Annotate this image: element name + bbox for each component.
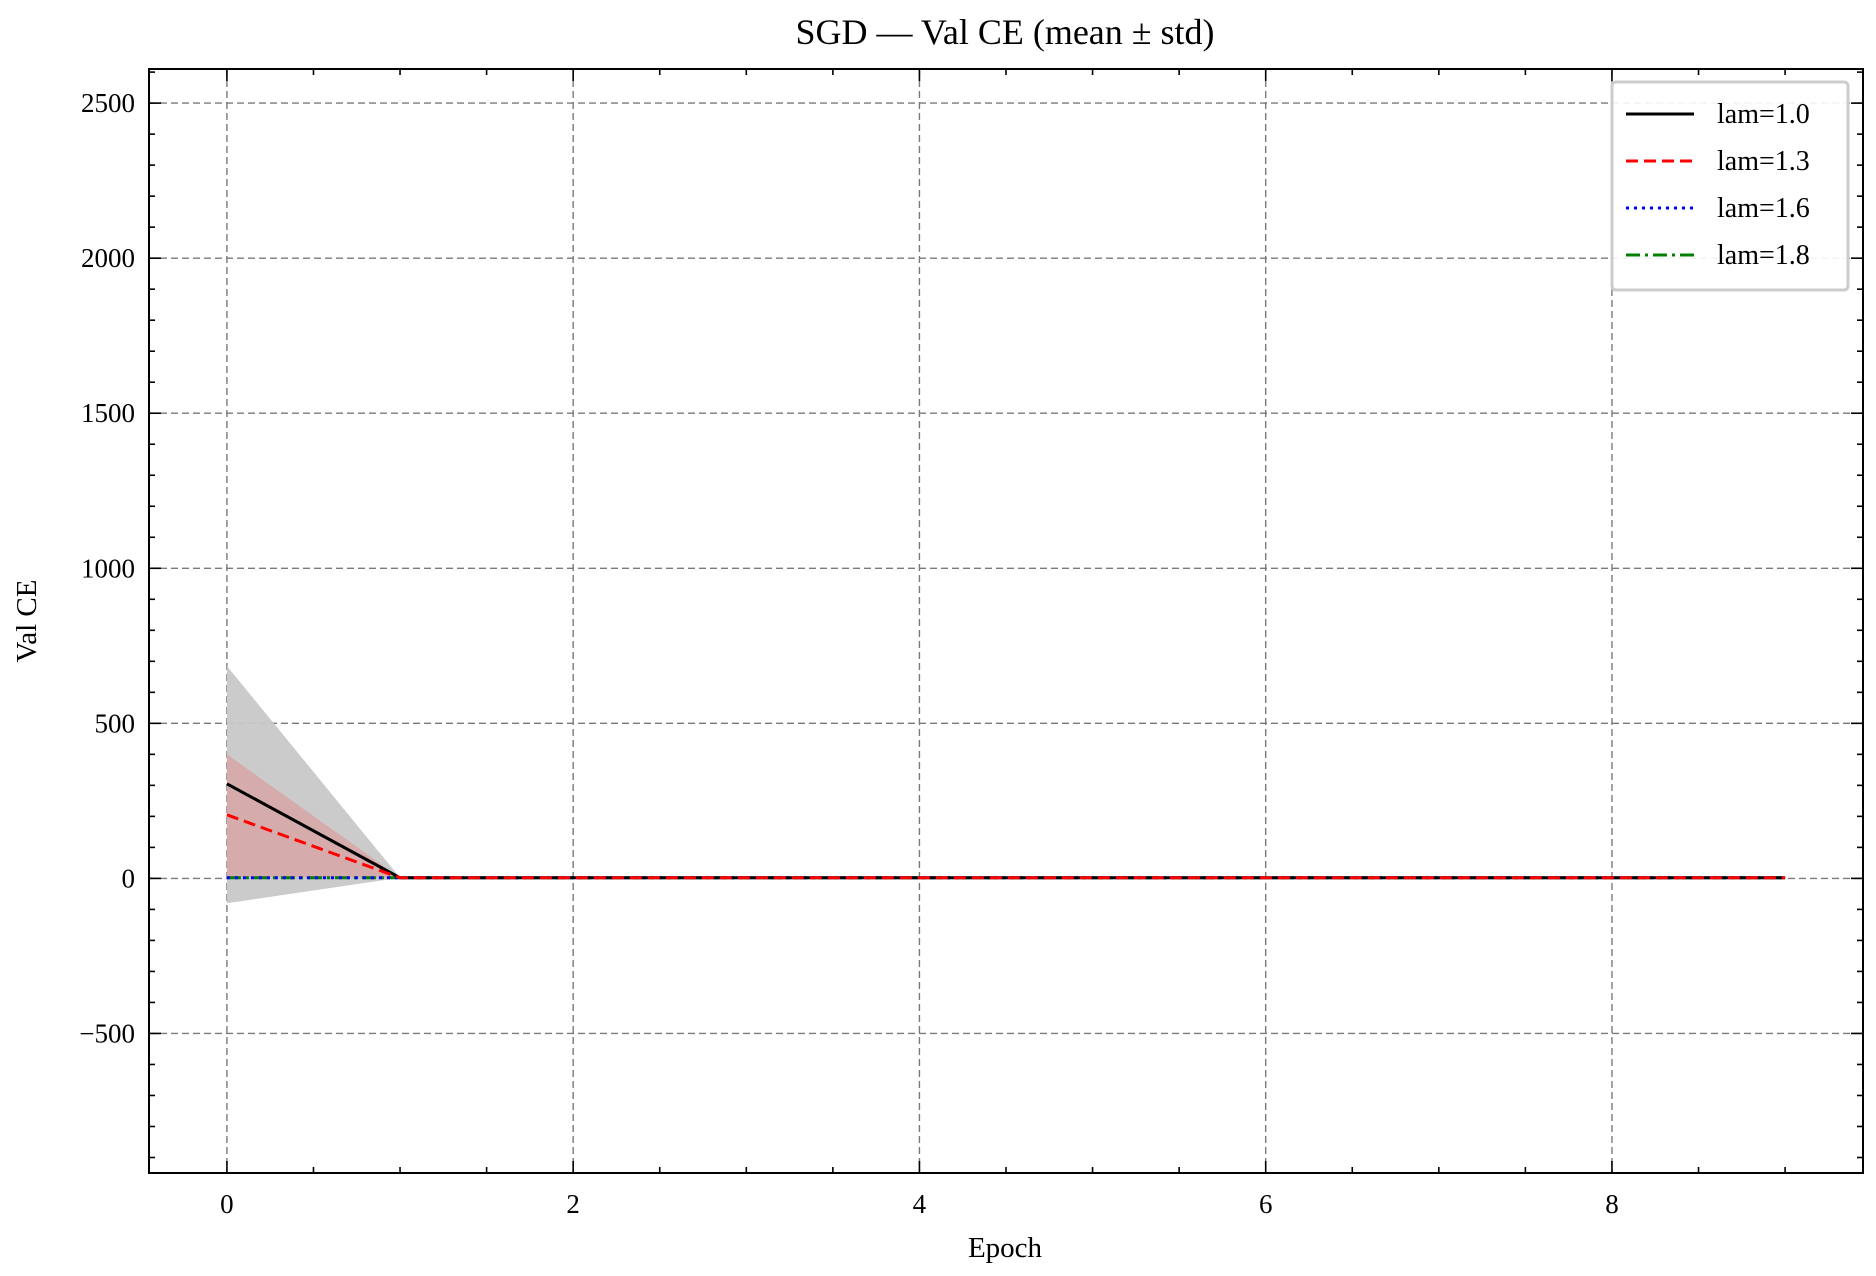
y-tick-label: 2500 — [81, 88, 135, 118]
plot-frame — [148, 68, 1864, 1174]
std-band-lam-1-3 — [226, 754, 1786, 878]
y-axis-label: Val CE — [11, 580, 43, 663]
legend-label: lam=1.6 — [1717, 193, 1810, 224]
series-lines — [226, 782, 1786, 880]
x-axis-label: Epoch — [968, 1232, 1043, 1264]
x-tick-label: 0 — [220, 1189, 234, 1219]
legend: lam=1.0 lam=1.3 lam=1.6 lam=1.8 — [1610, 80, 1850, 292]
y-tick-label: 2000 — [81, 243, 135, 273]
y-tick-label: 1000 — [81, 553, 135, 583]
tick-labels: 0 2 4 6 8 −500 0 500 1000 1500 2000 2500 — [79, 88, 1618, 1219]
legend-label: lam=1.0 — [1717, 99, 1810, 130]
std-bands — [226, 665, 1786, 904]
x-tick-label: 6 — [1259, 1189, 1273, 1219]
grid-lines — [149, 69, 1863, 1173]
y-tick-label: 1500 — [81, 398, 135, 428]
y-tick-label: 500 — [95, 708, 136, 738]
std-band-lam-1-0 — [226, 665, 1786, 904]
y-tick-label: 0 — [122, 863, 136, 893]
chart-title: SGD — Val CE (mean ± std) — [795, 12, 1214, 52]
legend-label: lam=1.8 — [1717, 240, 1810, 271]
x-tick-label: 2 — [566, 1189, 580, 1219]
series-line-lam-1-3 — [226, 813, 1786, 880]
x-tick-label: 4 — [913, 1189, 927, 1219]
x-tick-label: 8 — [1605, 1189, 1619, 1219]
axis-ticks — [149, 69, 1863, 1173]
y-tick-label: −500 — [79, 1018, 135, 1048]
legend-label: lam=1.3 — [1717, 146, 1810, 177]
series-line-lam-1-0 — [226, 782, 1786, 880]
legend-box — [1610, 80, 1850, 292]
